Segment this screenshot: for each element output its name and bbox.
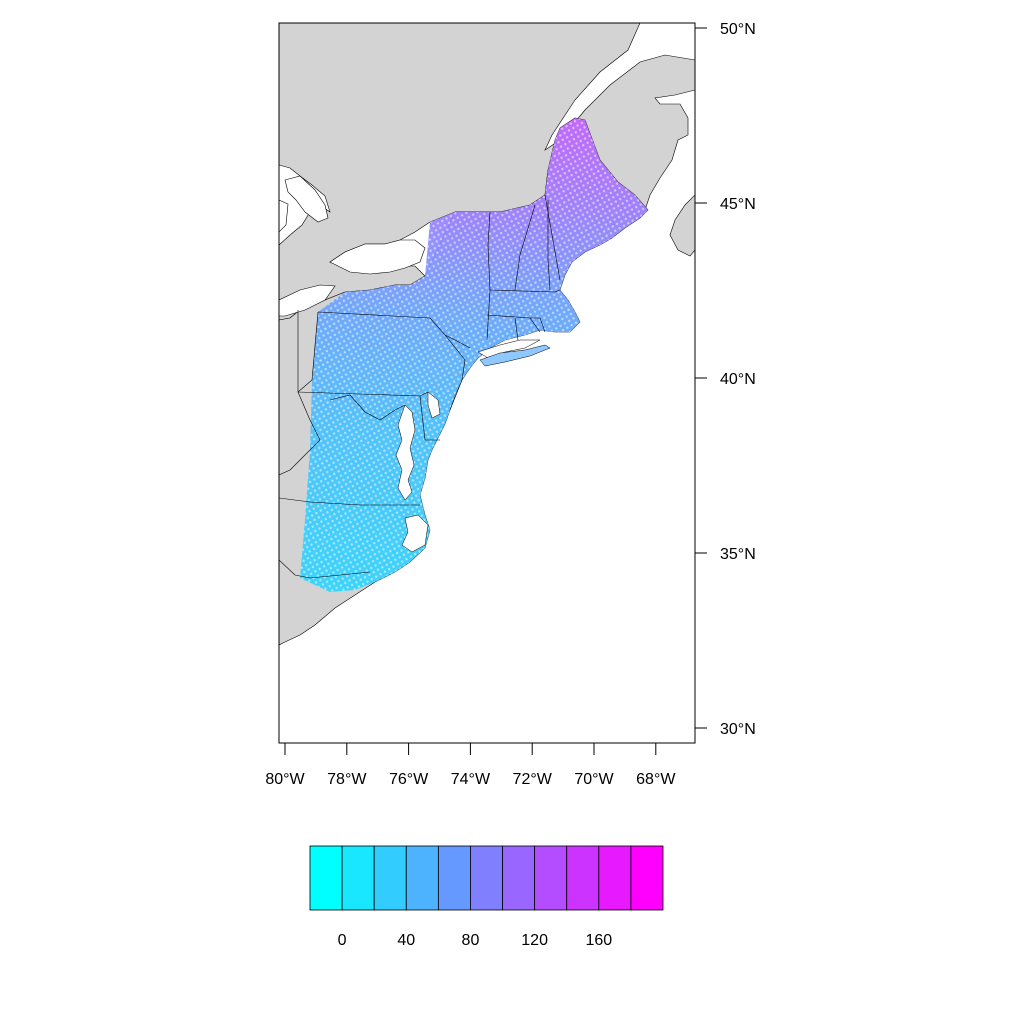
lat-tick-label: 35°N — [720, 546, 756, 563]
colorbar-swatch — [373, 845, 407, 911]
colorbar — [309, 845, 664, 911]
delaware-bay — [427, 391, 441, 419]
long-island — [479, 344, 551, 367]
colorbar-swatch — [502, 845, 536, 911]
lon-tick-label: 78°W — [327, 771, 367, 788]
lat-tick-label: 40°N — [720, 371, 756, 388]
data-overlay-texture — [300, 118, 648, 592]
lake-huron — [284, 175, 329, 223]
land-cape-breton — [669, 194, 695, 257]
lon-tick-label: 70°W — [574, 771, 614, 788]
lon-tick-label: 76°W — [389, 771, 429, 788]
colorbar-tick-label: 80 — [462, 932, 480, 949]
colorbar-swatch — [309, 845, 343, 911]
colorbar-tick-label: 40 — [397, 932, 415, 949]
colorbar-swatch — [437, 845, 471, 911]
colorbar-swatch — [341, 845, 375, 911]
lake-left — [279, 199, 289, 233]
latitude-axis: 50°N 45°N 40°N 35°N 30°N — [694, 21, 756, 738]
chesapeake-bay — [395, 404, 416, 501]
lake-ontario — [329, 239, 426, 275]
pamlico-sound — [401, 514, 429, 553]
colorbar-swatch — [566, 845, 600, 911]
colorbar-ticks: 0 40 80 120 160 — [338, 932, 613, 949]
colorbar-swatch — [470, 845, 503, 911]
lat-tick-label: 50°N — [720, 21, 756, 38]
longitude-axis: 80°W 78°W 76°W 74°W 72°W 70°W 68°W — [265, 742, 676, 788]
colorbar-swatch — [534, 845, 568, 911]
colorbar-swatch — [405, 845, 439, 911]
lon-tick-label: 68°W — [636, 771, 676, 788]
lat-tick-label: 30°N — [720, 721, 756, 738]
lon-tick-label: 80°W — [265, 771, 305, 788]
colorbar-tick-label: 120 — [521, 932, 548, 949]
colorbar-swatch — [598, 845, 632, 911]
colorbar-tick-label: 0 — [338, 932, 347, 949]
colorbar-swatch — [630, 845, 664, 911]
lon-tick-label: 74°W — [451, 771, 491, 788]
lat-tick-label: 45°N — [720, 196, 756, 213]
lon-tick-label: 72°W — [513, 771, 553, 788]
colorbar-tick-label: 160 — [585, 932, 612, 949]
lake-erie — [279, 284, 336, 317]
state-borders — [279, 194, 561, 579]
